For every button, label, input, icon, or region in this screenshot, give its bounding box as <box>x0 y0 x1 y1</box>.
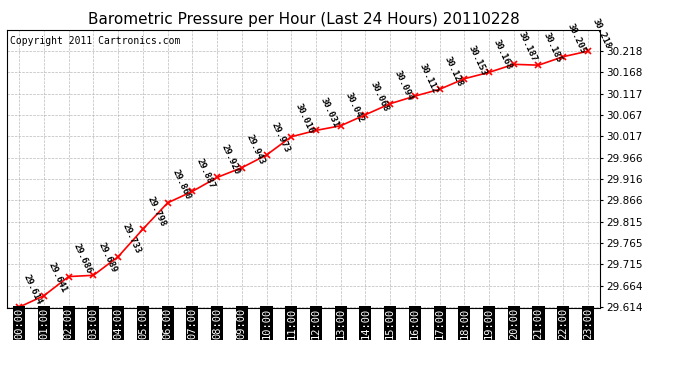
Text: 29.686: 29.686 <box>72 242 93 275</box>
Text: 10:00: 10:00 <box>262 308 271 339</box>
Text: 29.614: 29.614 <box>22 273 44 306</box>
Text: 12:00: 12:00 <box>311 308 321 339</box>
Text: 09:00: 09:00 <box>237 308 247 339</box>
Text: 29.973: 29.973 <box>269 120 291 154</box>
Text: 05:00: 05:00 <box>138 308 148 339</box>
Text: 20:00: 20:00 <box>509 308 519 339</box>
Text: 30.112: 30.112 <box>417 62 440 95</box>
Text: 29.733: 29.733 <box>121 222 143 255</box>
Text: 29.689: 29.689 <box>96 241 118 274</box>
Text: 30.068: 30.068 <box>368 80 390 113</box>
Text: 30.185: 30.185 <box>541 31 563 64</box>
Text: 29.943: 29.943 <box>244 133 266 166</box>
Text: 11:00: 11:00 <box>286 308 296 339</box>
Text: 29.920: 29.920 <box>220 143 242 176</box>
Text: 06:00: 06:00 <box>163 308 172 339</box>
Text: 30.016: 30.016 <box>294 102 316 135</box>
Text: 19:00: 19:00 <box>484 308 494 339</box>
Text: 21:00: 21:00 <box>533 308 544 339</box>
Text: 14:00: 14:00 <box>360 308 371 339</box>
Text: 29.641: 29.641 <box>47 261 68 294</box>
Text: 08:00: 08:00 <box>212 308 222 339</box>
Text: 13:00: 13:00 <box>336 308 346 339</box>
Text: 02:00: 02:00 <box>63 308 74 339</box>
Text: 30.218: 30.218 <box>591 17 613 50</box>
Text: 30.042: 30.042 <box>344 92 365 124</box>
Text: 30.187: 30.187 <box>517 30 538 63</box>
Text: 01:00: 01:00 <box>39 308 49 339</box>
Text: 29.860: 29.860 <box>170 168 193 201</box>
Title: Barometric Pressure per Hour (Last 24 Hours) 20110228: Barometric Pressure per Hour (Last 24 Ho… <box>88 12 520 27</box>
Text: 07:00: 07:00 <box>188 308 197 339</box>
Text: 29.887: 29.887 <box>195 157 217 190</box>
Text: 18:00: 18:00 <box>460 308 469 339</box>
Text: 30.094: 30.094 <box>393 69 415 102</box>
Text: 30.128: 30.128 <box>442 55 464 88</box>
Text: Copyright 2011 Cartronics.com: Copyright 2011 Cartronics.com <box>10 36 180 45</box>
Text: 04:00: 04:00 <box>113 308 123 339</box>
Text: 30.031: 30.031 <box>319 96 341 129</box>
Text: 30.153: 30.153 <box>467 44 489 77</box>
Text: 03:00: 03:00 <box>88 308 99 339</box>
Text: 23:00: 23:00 <box>583 308 593 339</box>
Text: 15:00: 15:00 <box>385 308 395 339</box>
Text: 16:00: 16:00 <box>410 308 420 339</box>
Text: 30.168: 30.168 <box>492 38 513 71</box>
Text: 29.798: 29.798 <box>146 195 168 228</box>
Text: 17:00: 17:00 <box>435 308 444 339</box>
Text: 00:00: 00:00 <box>14 308 24 339</box>
Text: 22:00: 22:00 <box>558 308 568 339</box>
Text: 30.205: 30.205 <box>566 22 588 55</box>
